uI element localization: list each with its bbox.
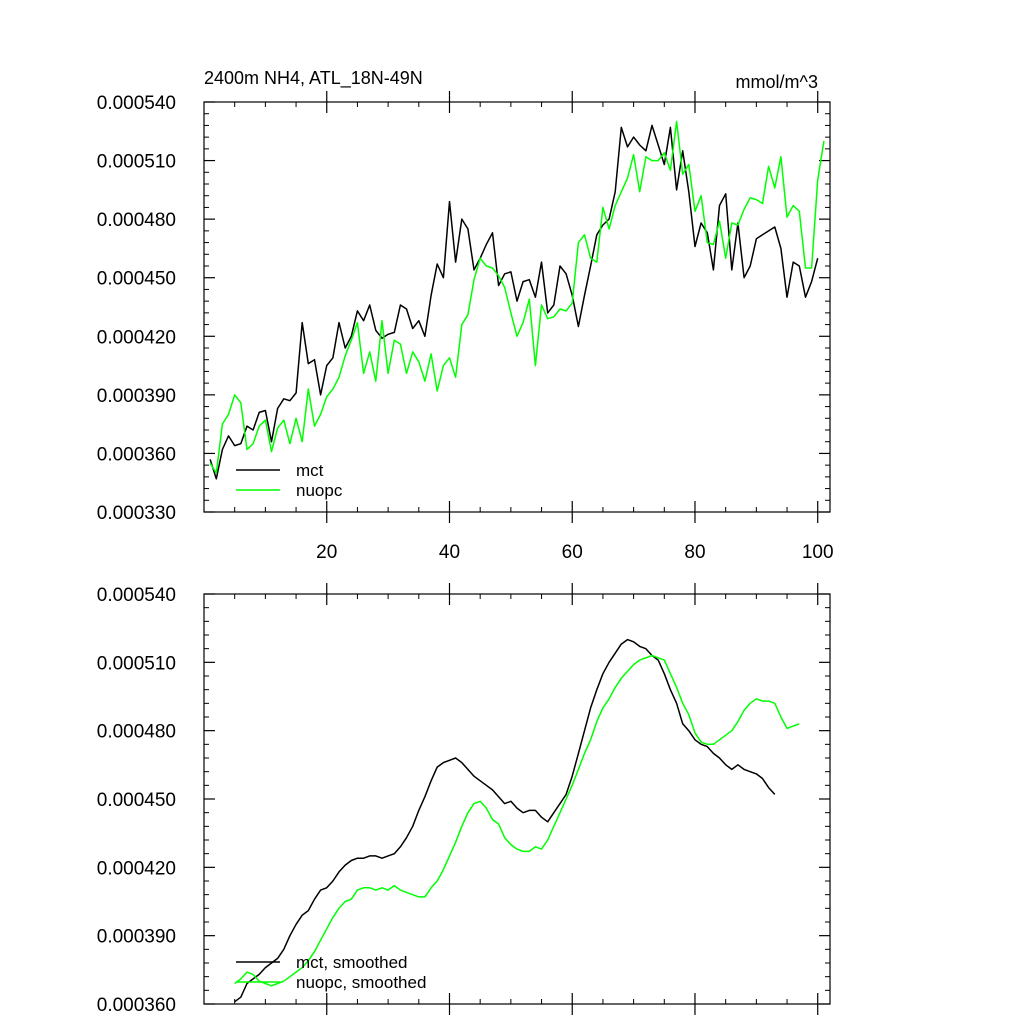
series-line-mct: [209, 124, 819, 480]
y-tick-label: 0.000390: [97, 927, 176, 948]
legend-label: mct, smoothed: [296, 953, 408, 972]
series-line-nuopc: [209, 120, 825, 474]
y-tick-label: 0.000540: [97, 93, 176, 114]
y-tick-label: 0.000480: [97, 210, 176, 231]
y-tick-label: 0.000390: [97, 386, 176, 407]
legend-label: nuopc: [296, 481, 343, 500]
plot-frame: [203, 593, 831, 1005]
x-tick-label: 60: [562, 542, 583, 563]
y-tick-label: 0.000510: [97, 152, 176, 173]
y-tick-label: 0.000360: [97, 444, 176, 465]
top-title-right: mmol/m^3: [736, 72, 818, 92]
y-tick-label: 0.000360: [97, 995, 176, 1016]
series-line-nuopc-smoothed: [234, 654, 800, 987]
y-tick-label: 0.000420: [97, 327, 176, 348]
y-tick-label: 0.000450: [97, 269, 176, 290]
y-tick-label: 0.000330: [97, 503, 176, 524]
y-tick-label: 0.000450: [97, 790, 176, 811]
y-tick-label: 0.000540: [97, 585, 176, 606]
series-line-mct-smoothed: [234, 638, 776, 1003]
x-tick-label: 80: [684, 542, 705, 563]
legend-label: mct: [296, 461, 324, 480]
y-tick-label: 0.000420: [97, 858, 176, 879]
bottom-panel: 0.000360 0.000390 0.000420 0.000450 0.000480…: [97, 583, 831, 1016]
y-tick-label: 0.000510: [97, 653, 176, 674]
top-title-left: 2400m NH4, ATL_18N-49N: [204, 68, 423, 89]
x-tick-label: 40: [439, 542, 460, 563]
top-panel: 2400m NH4, ATL_18N-49N mmol/m^3 20 40 60 80…: [97, 68, 834, 563]
legend-label: nuopc, smoothed: [296, 973, 426, 992]
plot-frame: [203, 101, 831, 513]
x-tick-label: 20: [316, 542, 337, 563]
x-tick-label: 100: [802, 542, 834, 563]
y-tick-label: 0.000480: [97, 722, 176, 743]
